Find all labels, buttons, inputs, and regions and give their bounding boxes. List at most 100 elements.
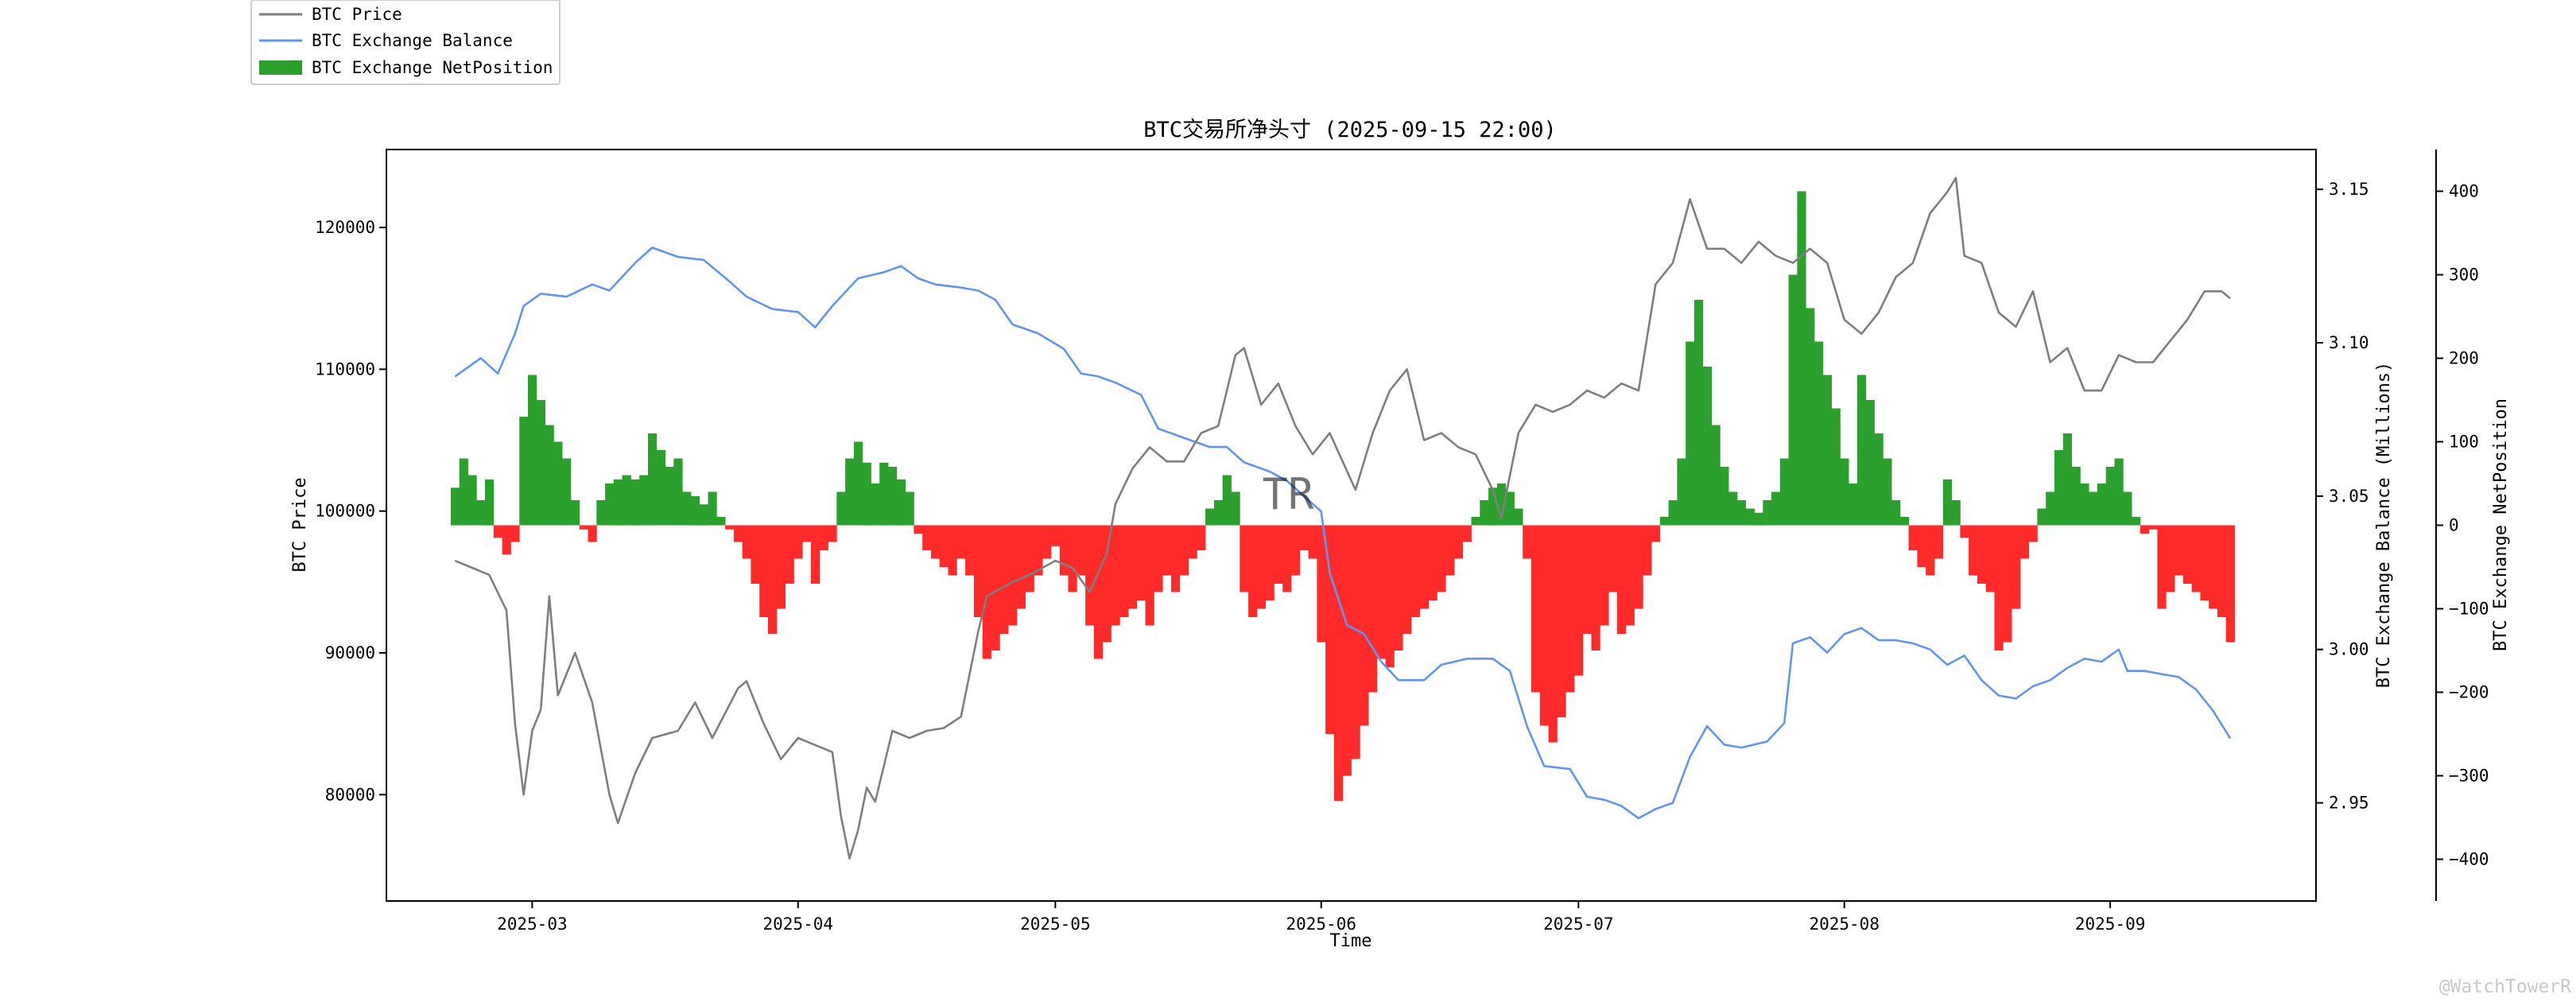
netposition-bar xyxy=(1917,525,1926,567)
netposition-bar xyxy=(905,491,914,526)
netposition-bar xyxy=(2054,450,2064,526)
netposition-bar xyxy=(2028,525,2038,542)
netposition-bar xyxy=(888,467,898,526)
netposition-bar xyxy=(2200,525,2209,600)
netposition-bar xyxy=(2105,467,2115,526)
netposition-bar xyxy=(1668,500,1678,526)
netposition-bar xyxy=(1034,525,1043,576)
left-tick-label: 90000 xyxy=(325,643,375,662)
netposition-bar xyxy=(965,525,975,576)
netposition-bar xyxy=(999,525,1009,634)
chart-title: BTC交易所净头寸 (2025-09-15 22:00) xyxy=(1143,118,1557,142)
netposition-bar xyxy=(1574,525,1584,676)
netposition-bar xyxy=(1119,525,1129,617)
netposition-bar xyxy=(853,441,863,526)
netposition-bar xyxy=(1651,525,1661,542)
netposition-bar xyxy=(459,458,468,526)
netposition-bar xyxy=(588,525,597,542)
netposition-bar xyxy=(1883,458,1892,526)
netposition-bar xyxy=(931,525,941,559)
netposition-bar xyxy=(476,500,486,526)
netposition-bar xyxy=(1797,191,1806,526)
netposition-bar xyxy=(622,475,631,526)
netposition-bar xyxy=(648,433,658,526)
right2-axis-title: BTC Exchange NetPosition xyxy=(2491,398,2511,651)
netposition-bar xyxy=(1342,525,1352,776)
netposition-bar xyxy=(1505,491,1515,526)
right2-tick-label: −200 xyxy=(2449,683,2489,702)
left-tick-label: 120000 xyxy=(315,218,375,237)
netposition-bar xyxy=(1428,525,1437,600)
netposition-bar xyxy=(939,525,949,567)
netposition-bar xyxy=(639,475,649,526)
netposition-bar xyxy=(1308,525,1317,559)
netposition-bar xyxy=(1111,525,1120,626)
netposition-bar xyxy=(1977,525,1987,584)
netposition-bar xyxy=(1171,525,1181,592)
netposition-bar xyxy=(1643,525,1652,576)
netposition-bar xyxy=(570,500,580,526)
right1-tick-label: 3.15 xyxy=(2329,180,2369,199)
right2-tick-label: −300 xyxy=(2449,767,2489,786)
netposition-bar xyxy=(1042,525,1052,559)
netposition-bar xyxy=(862,462,871,526)
netposition-bar xyxy=(793,525,803,559)
netposition-bar xyxy=(1325,525,1335,734)
netposition-bars xyxy=(450,191,2235,801)
netposition-bar xyxy=(2097,484,2107,526)
netposition-bar xyxy=(2080,484,2089,526)
netposition-bar xyxy=(1093,525,1104,659)
netposition-bar xyxy=(519,417,529,526)
netposition-bar xyxy=(948,525,957,576)
right1-tick-label: 3.00 xyxy=(2329,640,2369,659)
netposition-bar xyxy=(1068,525,1077,592)
netposition-bar xyxy=(785,525,794,584)
netposition-bar xyxy=(1891,500,1901,526)
netposition-bar xyxy=(1136,525,1146,600)
netposition-bar xyxy=(1994,525,2004,651)
netposition-bar xyxy=(699,504,708,526)
netposition-bar xyxy=(1565,525,1575,693)
netposition-bar xyxy=(690,495,700,526)
netposition-bar xyxy=(1240,525,1249,592)
netposition-bar xyxy=(759,525,769,617)
netposition-bar xyxy=(1145,525,1154,626)
netposition-bar xyxy=(725,525,735,530)
x-tick-label: 2025-07 xyxy=(1543,915,1614,934)
netposition-bar xyxy=(1736,500,1747,526)
netposition-bar xyxy=(1205,508,1215,526)
netposition-bar xyxy=(2157,525,2167,609)
netposition-bar xyxy=(1745,508,1755,526)
right2-tick-label: 400 xyxy=(2449,182,2479,201)
netposition-bar xyxy=(1385,525,1395,667)
netposition-bar xyxy=(1102,525,1111,643)
netposition-bar xyxy=(2062,433,2072,526)
netposition-bar xyxy=(1376,525,1387,659)
netposition-bar xyxy=(562,458,572,526)
netposition-bar xyxy=(2148,525,2158,530)
netposition-bar xyxy=(450,487,460,526)
netposition-bar xyxy=(1908,525,1918,550)
netposition-bar xyxy=(1453,525,1464,559)
legend-swatch-netposition xyxy=(259,60,302,75)
netposition-bar xyxy=(1934,525,1944,559)
x-tick-label: 2025-08 xyxy=(1809,915,1880,934)
netposition-bar xyxy=(819,525,828,550)
netposition-bar xyxy=(828,525,837,542)
netposition-bar xyxy=(485,479,495,526)
netposition-bar xyxy=(1179,525,1189,576)
legend-label-netposition: BTC Exchange NetPosition xyxy=(312,58,553,77)
netposition-bar xyxy=(1831,408,1841,526)
netposition-bar xyxy=(1051,525,1061,546)
netposition-bar xyxy=(776,525,786,609)
x-tick-label: 2025-09 xyxy=(2075,915,2146,934)
left-tick-label: 110000 xyxy=(315,359,375,379)
netposition-bar xyxy=(1779,458,1789,526)
netposition-bar xyxy=(1557,525,1566,717)
right2-tick-label: −100 xyxy=(2449,600,2489,619)
netposition-bar xyxy=(1128,525,1138,609)
netposition-bar xyxy=(1951,500,1961,526)
right2-tick-label: 100 xyxy=(2449,433,2479,452)
netposition-bar xyxy=(1274,525,1283,584)
netposition-bar xyxy=(2166,525,2175,592)
